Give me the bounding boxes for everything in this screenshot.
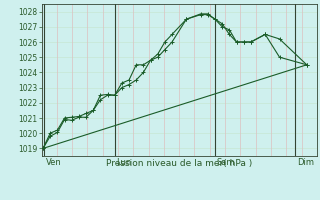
Text: Sam: Sam bbox=[216, 158, 235, 167]
Text: Dim: Dim bbox=[297, 158, 314, 167]
Text: Ven: Ven bbox=[46, 158, 62, 167]
X-axis label: Pression niveau de la mer( hPa ): Pression niveau de la mer( hPa ) bbox=[106, 159, 252, 168]
Text: Lun: Lun bbox=[116, 158, 132, 167]
